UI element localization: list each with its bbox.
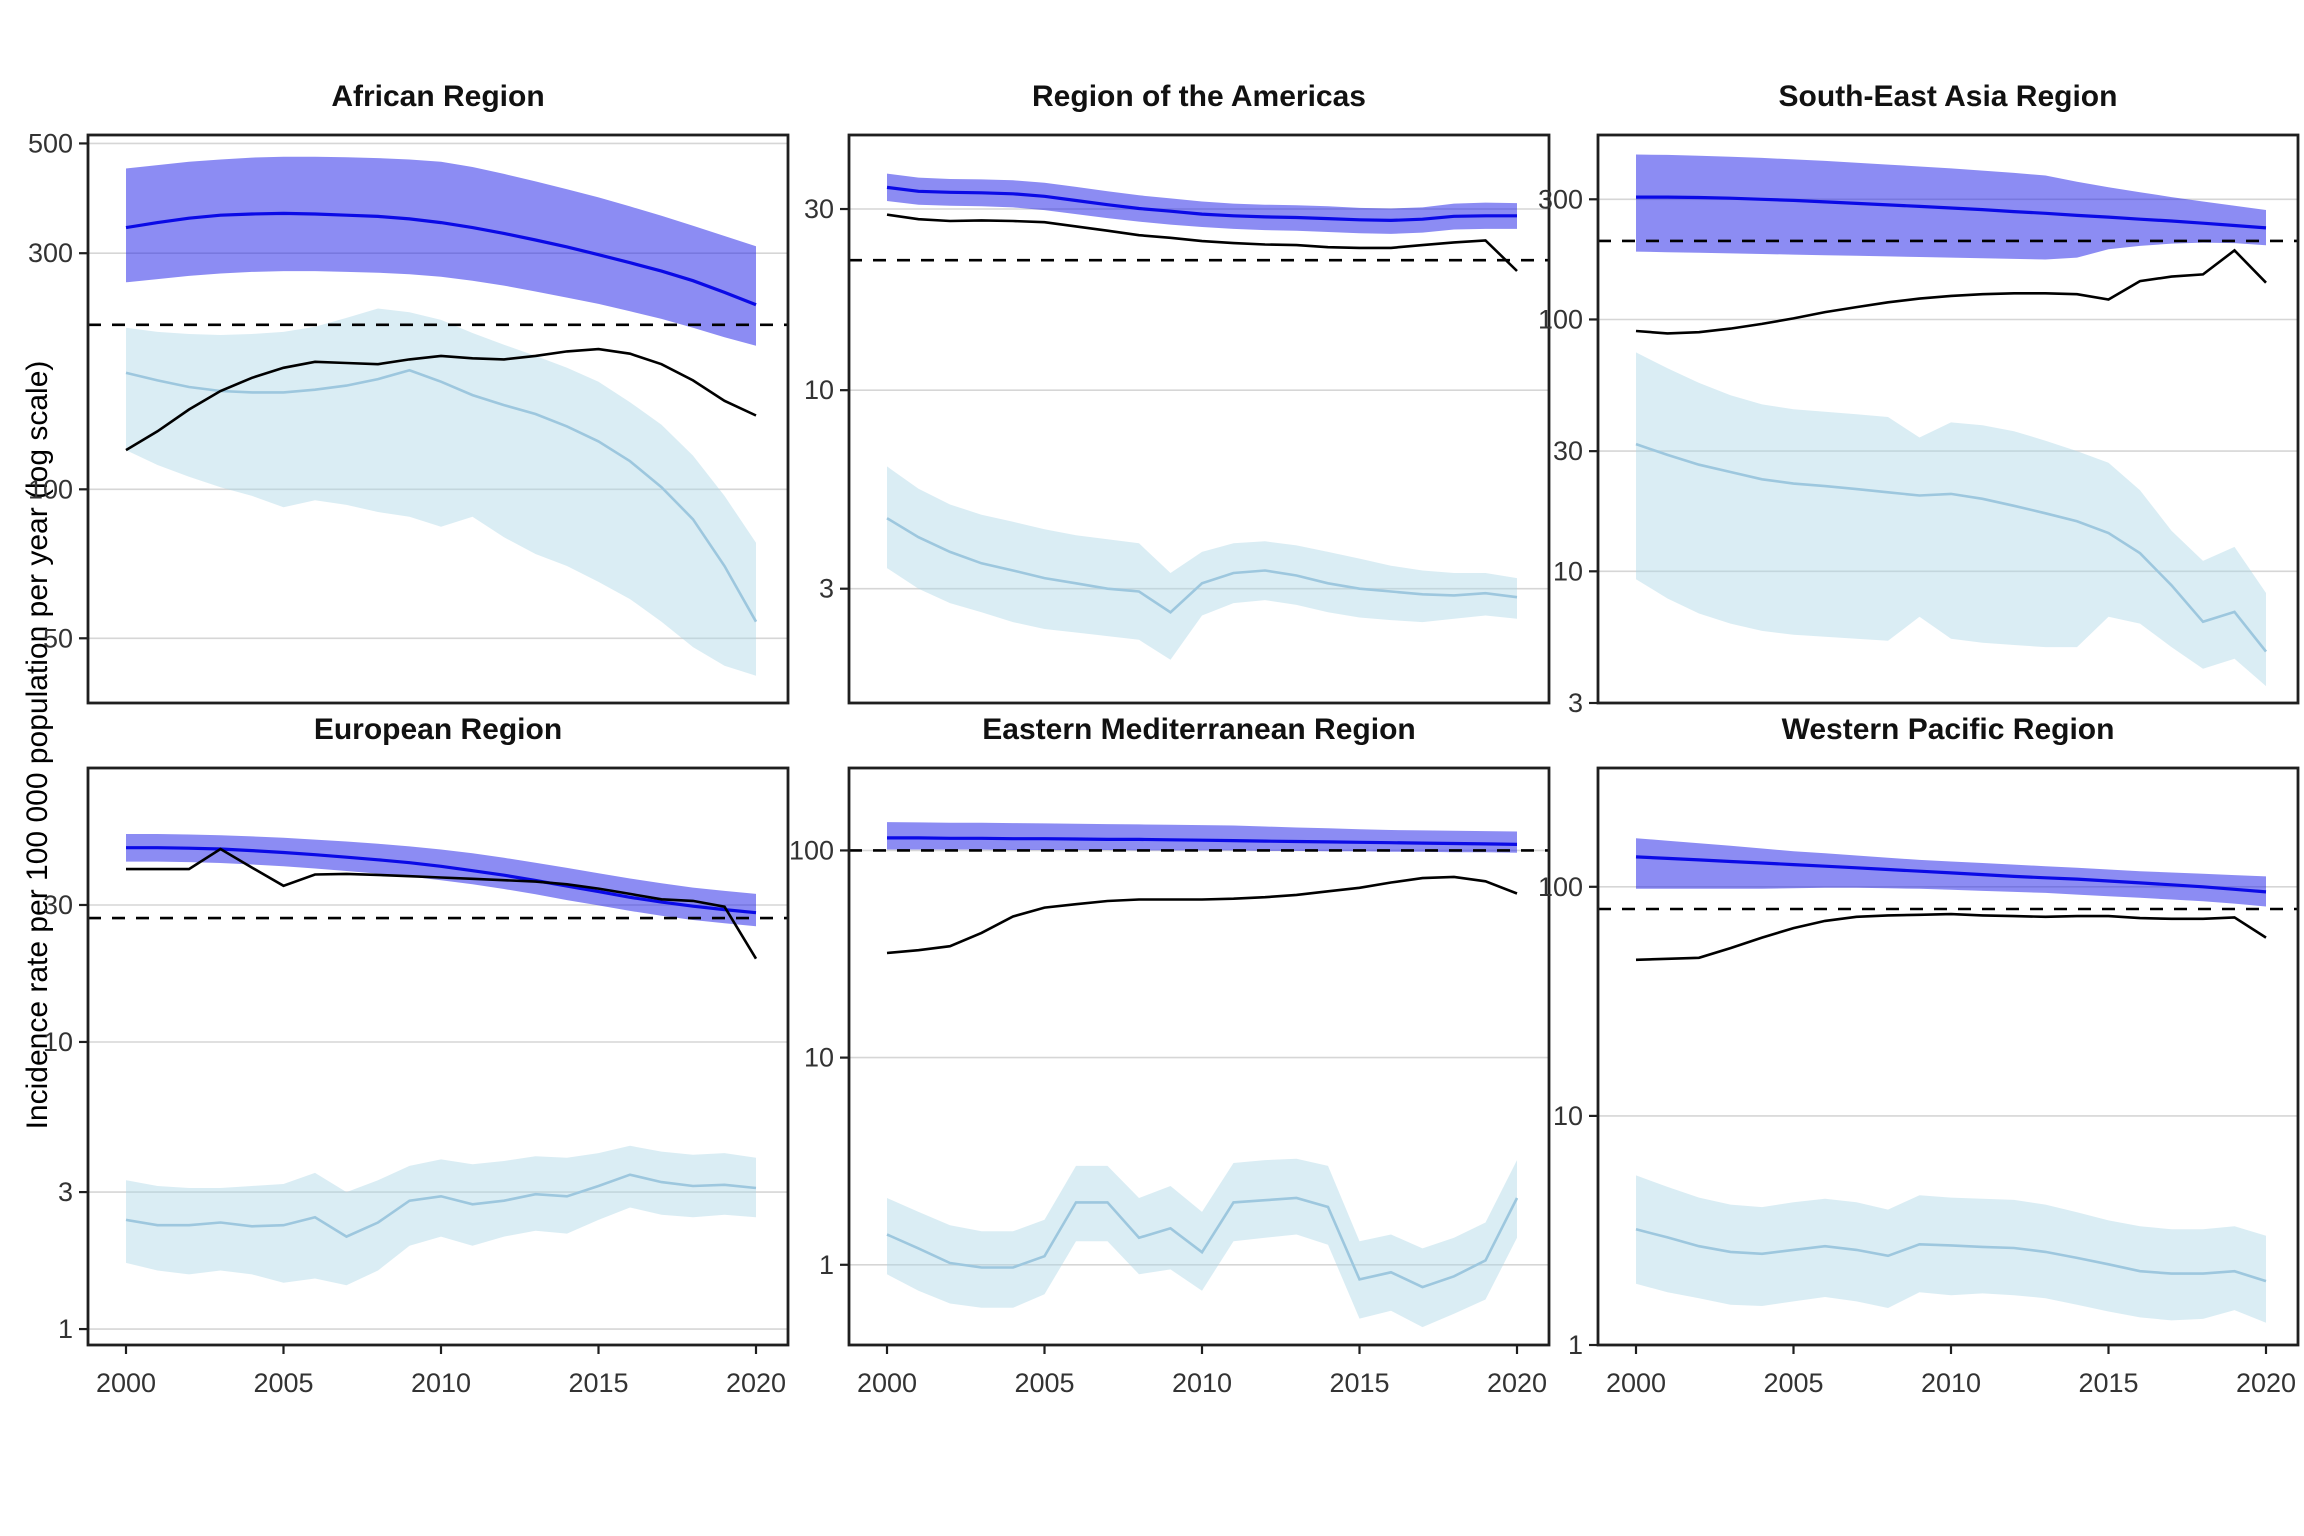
svg-text:10: 10 xyxy=(1553,556,1583,586)
svg-text:3: 3 xyxy=(58,1177,73,1207)
svg-text:10: 10 xyxy=(804,375,834,405)
panel-european-region: European Region 30 10 3 1 2000 2005 2010 2015 20… xyxy=(18,713,798,1407)
panel-eastern-mediterranean-region: Eastern Mediterranean Region 100 10 1 2000 2… xyxy=(779,713,1559,1407)
svg-text:2000: 2000 xyxy=(96,1368,156,1398)
svg-text:100: 100 xyxy=(28,474,73,504)
svg-text:2000: 2000 xyxy=(857,1368,917,1398)
svg-text:2010: 2010 xyxy=(1172,1368,1232,1398)
svg-text:3: 3 xyxy=(1568,688,1583,718)
svg-text:2005: 2005 xyxy=(1763,1368,1823,1398)
svg-text:300: 300 xyxy=(28,238,73,268)
panel-region-of-the-americas: Region of the Americas 30 10 3 xyxy=(779,80,1559,765)
svg-text:2015: 2015 xyxy=(568,1368,628,1398)
panel-title: European Region xyxy=(313,713,563,746)
svg-text:500: 500 xyxy=(28,128,73,158)
chart-canvas: 30 10 3 1 2000 2005 2010 2015 2020 xyxy=(43,766,790,1398)
panel-western-pacific-region: Western Pacific Region 100 10 1 2000 2005 201… xyxy=(1528,713,2304,1407)
panel-african-region: African Region 500 300 100 50 xyxy=(18,80,798,765)
panel-title: Eastern Mediterranean Region xyxy=(982,713,1416,746)
svg-text:2015: 2015 xyxy=(2078,1368,2138,1398)
svg-text:100: 100 xyxy=(1538,872,1583,902)
svg-text:30: 30 xyxy=(43,890,73,920)
chart-canvas: 300 100 30 10 3 xyxy=(1538,133,2300,718)
chart-canvas: 100 10 1 2000 2005 2010 2015 2020 xyxy=(1538,766,2300,1398)
svg-text:2010: 2010 xyxy=(411,1368,471,1398)
panel-title: South-East Asia Region xyxy=(1778,80,2118,113)
svg-text:1: 1 xyxy=(58,1314,73,1344)
svg-text:2015: 2015 xyxy=(1329,1368,1389,1398)
svg-text:50: 50 xyxy=(43,623,73,653)
panel-title: Western Pacific Region xyxy=(1781,713,2115,746)
svg-text:3: 3 xyxy=(819,574,834,604)
panel-title: Region of the Americas xyxy=(1032,80,1366,113)
chart-canvas: 500 300 100 50 xyxy=(28,128,790,705)
svg-text:2005: 2005 xyxy=(253,1368,313,1398)
svg-text:10: 10 xyxy=(43,1027,73,1057)
svg-text:10: 10 xyxy=(1553,1101,1583,1131)
svg-text:10: 10 xyxy=(804,1043,834,1073)
svg-text:2020: 2020 xyxy=(2236,1368,2296,1398)
svg-text:2010: 2010 xyxy=(1921,1368,1981,1398)
svg-text:30: 30 xyxy=(1553,436,1583,466)
svg-text:100: 100 xyxy=(1538,304,1583,334)
svg-text:2005: 2005 xyxy=(1014,1368,1074,1398)
svg-text:2020: 2020 xyxy=(1487,1368,1547,1398)
chart-canvas: 100 10 1 2000 2005 2010 2015 2020 xyxy=(789,766,1551,1398)
svg-text:2000: 2000 xyxy=(1606,1368,1666,1398)
svg-text:2020: 2020 xyxy=(726,1368,786,1398)
svg-text:1: 1 xyxy=(819,1250,834,1280)
panel-south-east-asia-region: South-East Asia Region 300 100 30 10 3 xyxy=(1528,80,2304,765)
svg-text:100: 100 xyxy=(789,835,834,865)
svg-text:300: 300 xyxy=(1538,184,1583,214)
chart-canvas: 30 10 3 xyxy=(804,133,1551,705)
panel-title: African Region xyxy=(331,80,545,113)
svg-text:30: 30 xyxy=(804,194,834,224)
svg-text:1: 1 xyxy=(1568,1330,1583,1360)
